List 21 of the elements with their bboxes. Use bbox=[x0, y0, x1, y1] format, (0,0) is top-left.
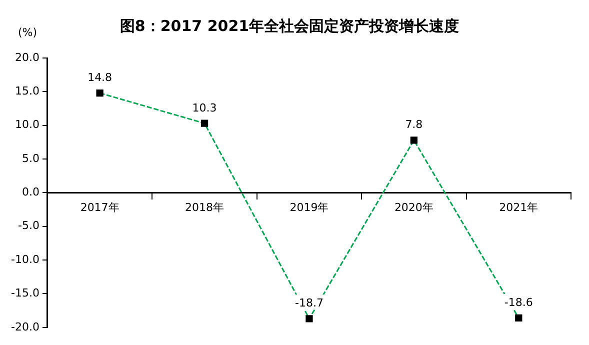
x-tick-label: 2018年 bbox=[185, 201, 224, 214]
y-tick-label: 10.0 bbox=[14, 118, 40, 132]
y-tick-label: -15.0 bbox=[10, 286, 40, 300]
data-label: 10.3 bbox=[192, 101, 217, 114]
y-tick-label: 20.0 bbox=[14, 50, 40, 64]
data-label: -18.7 bbox=[294, 296, 324, 310]
y-axis-title: (%) bbox=[18, 26, 37, 39]
y-tick-label: 0.0 bbox=[22, 186, 40, 199]
chart-title: 图8：2017 2021年全社会固定资产投资增长速度 bbox=[120, 16, 460, 35]
y-tick-label: -5.0 bbox=[18, 219, 40, 232]
x-tick-label: 2021年 bbox=[499, 201, 538, 214]
x-tick-label: 2017年 bbox=[80, 201, 120, 214]
data-label: -18.6 bbox=[504, 296, 533, 309]
y-tick-label: -20.0 bbox=[10, 320, 40, 334]
data-label: 7.8 bbox=[405, 118, 423, 132]
data-label: 14.8 bbox=[88, 71, 112, 84]
y-tick-label: -10.0 bbox=[10, 252, 40, 266]
y-tick-label: 5.0 bbox=[22, 152, 40, 165]
x-tick-label: 2019年 bbox=[290, 201, 329, 214]
y-tick-label: 15.0 bbox=[14, 84, 40, 98]
x-tick-label: 2020年 bbox=[394, 201, 434, 214]
